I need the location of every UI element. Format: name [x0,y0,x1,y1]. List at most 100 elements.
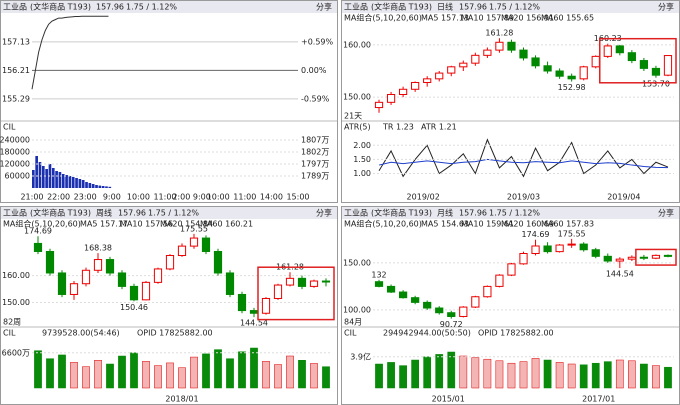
candle-body [531,245,540,254]
volume-bar [190,356,198,389]
volume-bar [286,355,294,389]
volume-bar [106,363,114,389]
candle-body [423,301,432,309]
candle-body [639,256,649,259]
ma-label: MA组合(5,10,20,60) [344,13,422,23]
ma-value: MA10 157.89 [461,14,514,23]
candle-body [225,272,235,295]
volume-bar [108,186,112,188]
volume-bar [32,170,35,188]
price-annotation: 90.72 [440,320,463,329]
candle-body [386,285,396,293]
right-tick-label: +0.59% [301,37,334,46]
candle-body [153,268,163,283]
last-price: 157.96 [118,209,146,218]
x-tick-label: 21:00 [20,193,43,202]
x-tick-label: 2019/03 [507,193,540,202]
sub-value: 9739528.00(54:46) [42,329,120,338]
sub-value: OPID 17825882.00 [137,329,213,338]
volume-bar [91,184,95,188]
volume-bar [531,358,540,389]
ma-value: MA5 154.63 [421,220,469,229]
y-tick-label: 150.00 [343,93,371,102]
ma-value: MA10 159.61 [461,220,514,229]
share-button[interactable]: 分享 [658,208,674,218]
volume-bar [34,350,42,389]
price-change: 1.75 / 1.12% [126,3,177,12]
volume-bar [615,359,624,389]
sub-title: ATR(5) [344,123,371,132]
volume-bar [652,365,660,389]
ma-value: MA5 157.13 [421,14,469,23]
candle-body [411,297,420,303]
sub-right-label: 1802万 [301,148,329,157]
bar-count: 84月 [344,318,362,327]
sub-tick-label: 1.50 [353,155,371,164]
candle-body [627,256,636,260]
sub-title: CIL [344,329,357,338]
candle-body [555,244,564,253]
x-tick-label: 2018/01 [165,395,198,404]
volume-bar [435,354,444,389]
sub-tick-label: 6600万 [2,348,30,357]
price-annotation: 175.55 [180,224,208,233]
candle-body [579,66,588,80]
symbol-source: (文华商品 T193) [371,208,432,218]
candle-body [261,297,271,314]
ma-value: MA60 160.21 [200,220,253,229]
volume-bar [399,365,407,389]
candle-body [651,254,661,259]
volume-bar [85,182,88,188]
candle-body [519,49,528,59]
share-button[interactable]: 分享 [316,208,332,218]
candle-body [129,285,139,301]
candle-body [189,237,199,247]
highlight-box [257,266,335,321]
candle-body [374,281,384,287]
volume-bar [459,355,468,389]
volume-bar [58,172,62,188]
symbol-source: (文华商品 T193) [371,2,432,12]
y-tick-label: 157.13 [2,37,30,46]
candle-body [543,65,552,72]
candle-body [591,249,600,257]
candle-body [81,269,91,285]
sub-tick-label: 60000 [5,172,30,181]
volume-bar [78,179,82,188]
volume-bar [75,178,78,188]
right-tick-label: -0.59% [301,94,330,103]
candle-body [105,259,115,274]
candle-body [45,250,55,274]
volume-bar [41,166,45,188]
sub-tick-label: 120000 [0,160,30,169]
x-tick-label: 2019/04 [607,193,640,202]
candle-body [386,94,396,103]
price-annotation: 174.69 [24,227,52,236]
header-bar [342,207,679,219]
x-tick-label: 2019/02 [407,193,440,202]
y-tick-label: 155.29 [2,94,30,103]
candle-body [447,66,456,74]
share-button[interactable]: 分享 [316,2,332,12]
header-bar [1,207,337,219]
sub-title: CIL [3,123,16,132]
volume-bar [483,358,492,389]
volume-bar [118,355,126,389]
last-price: 157.96 [459,3,487,12]
volume-bar [310,363,318,389]
price-change: 1.75 / 1.12% [148,209,199,218]
volume-bar [423,356,432,389]
volume-bar [579,364,588,389]
volume-bar [375,363,383,389]
volume-bar [68,176,72,188]
candle-body [201,237,211,252]
ma-value: MA60 157.83 [541,220,594,229]
share-button[interactable]: 分享 [658,2,674,12]
volume-bar [226,358,234,389]
sub-value: 294942944.00(50:50) [383,329,471,338]
right-tick-label: 0.00% [301,66,327,75]
x-tick-label: 10:00 [207,193,230,202]
volume-bar [322,366,330,389]
volume-bar [543,359,552,389]
